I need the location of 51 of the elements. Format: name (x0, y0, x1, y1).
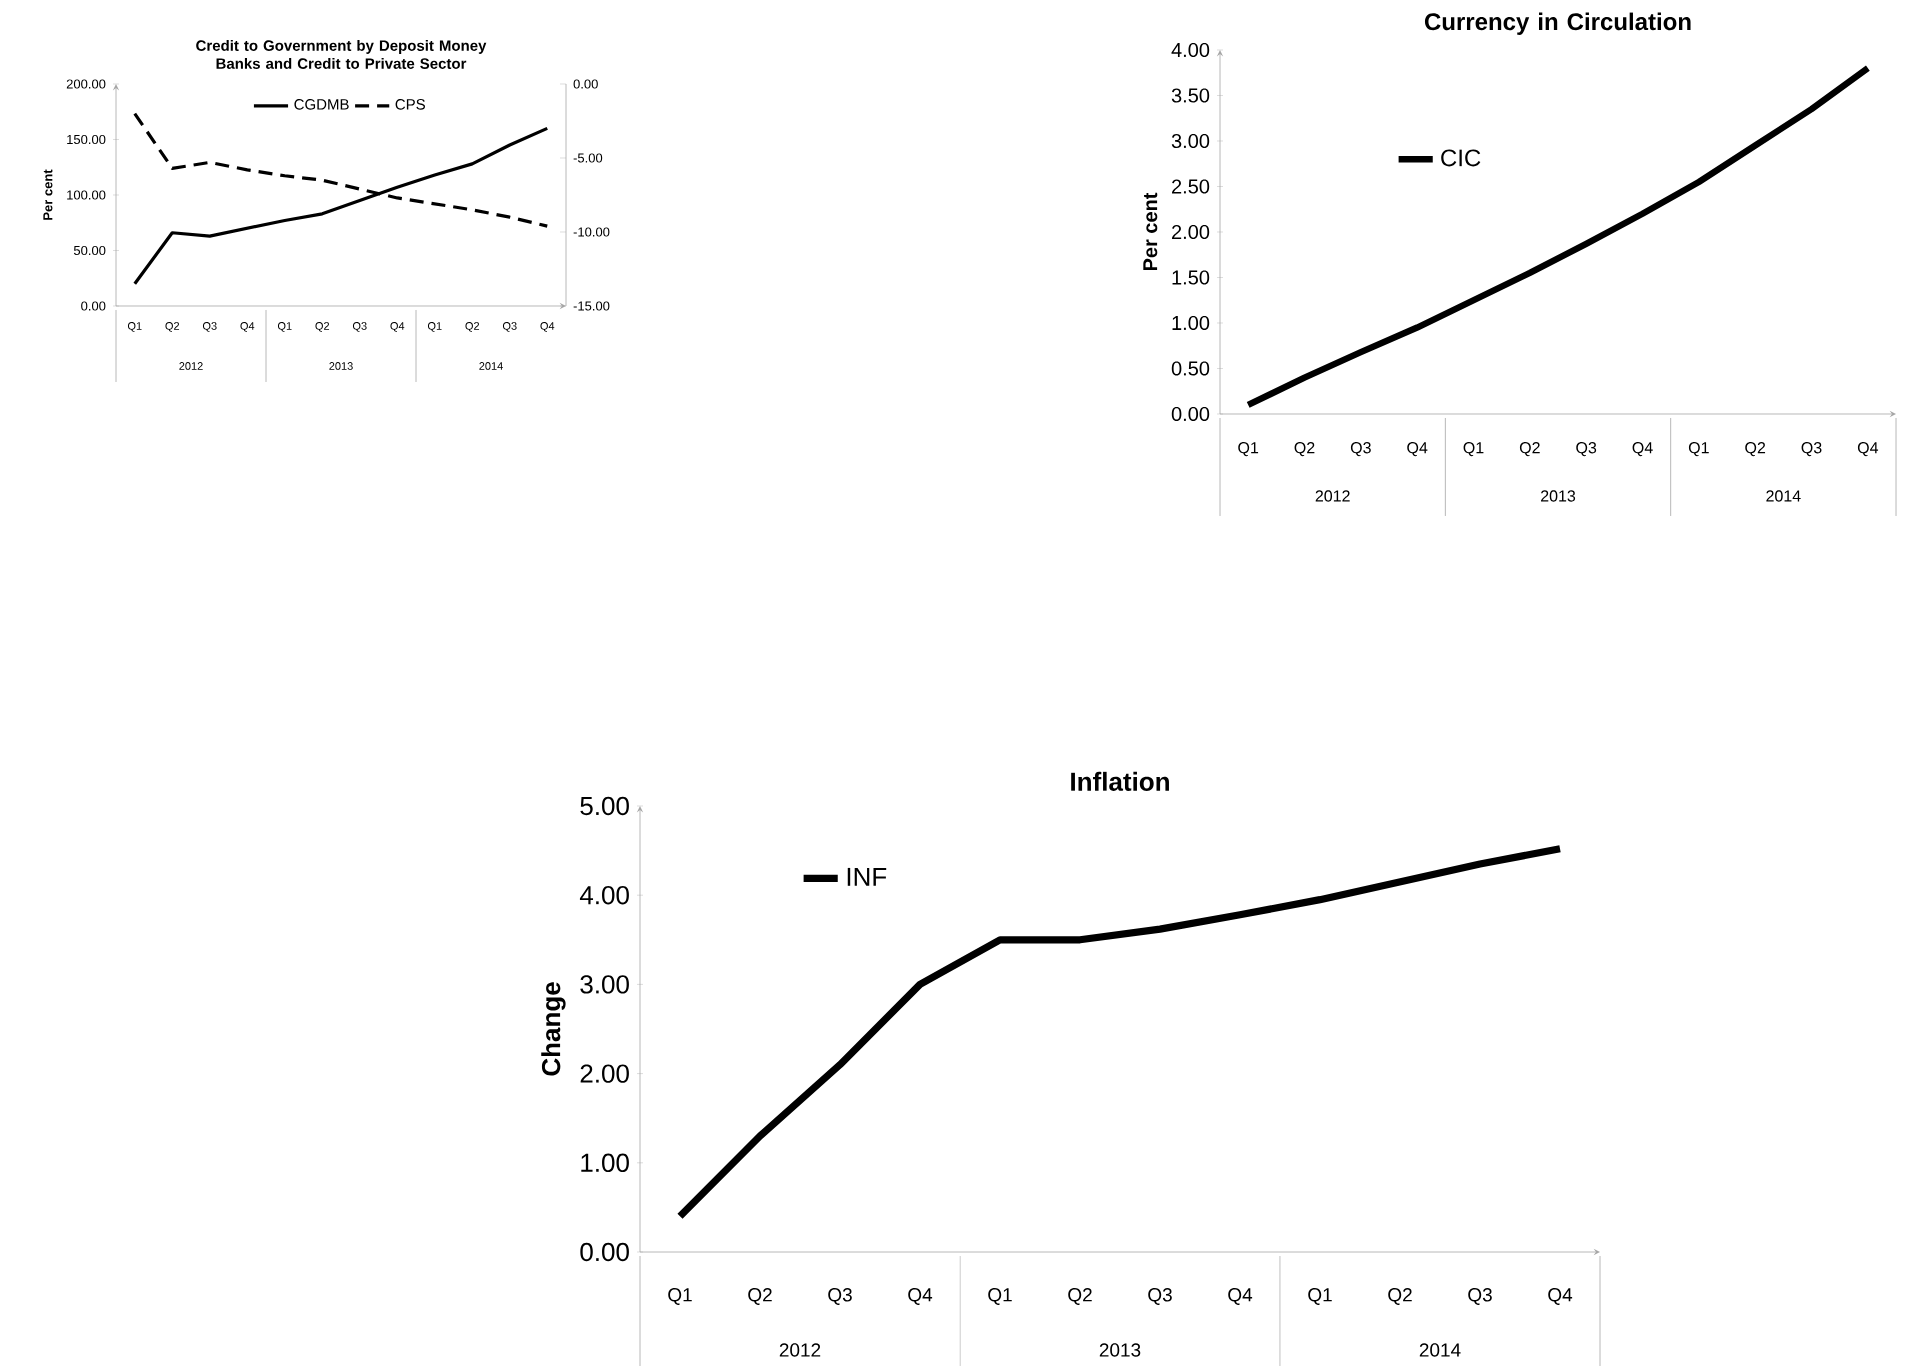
y-tick-label: 1.50 (1172, 270, 1210, 285)
text: 2013 (1099, 1343, 1141, 1357)
y-tick-label: 3.50 (1171, 88, 1210, 103)
text: 2014 (1766, 490, 1801, 502)
y-tick-label: 2.00 (580, 1064, 629, 1083)
x-tick-label: Q1 (1308, 1288, 1332, 1305)
x-tick-label: Q4 (1228, 1288, 1253, 1305)
legend-label: INF (847, 867, 887, 886)
x-tick-label: Q3 (1468, 1288, 1492, 1305)
chart-title: Inflation (1071, 771, 1169, 791)
chart-title: Currency in Circulation (1424, 12, 1691, 35)
text: 2014 (1419, 1343, 1461, 1357)
legend-label: CIC (1441, 149, 1481, 167)
x-tick-label: Q3 (1350, 442, 1371, 457)
y-tick-label: 1.00 (1172, 315, 1210, 331)
y-tick-label: 0.00 (1171, 406, 1210, 422)
y-tick-label: 0.00 (580, 1242, 629, 1262)
x-tick-label: Q4 (908, 1288, 933, 1305)
y-tick-label: 4.00 (1171, 42, 1210, 58)
x-tick-label: Q3 (828, 1288, 852, 1305)
y-axis-title: Change (541, 982, 566, 1076)
x-tick-label: Q1 (1688, 442, 1709, 457)
y-tick-label: 3.00 (1171, 133, 1210, 149)
y-tick-label: 2.00 (1172, 224, 1210, 240)
text: 2013 (1541, 490, 1576, 502)
y-tick-label: 0.50 (1171, 361, 1210, 376)
x-tick-label: Q2 (748, 1288, 772, 1305)
text: 2012 (779, 1343, 821, 1357)
x-tick-label: Q2 (1745, 442, 1766, 457)
y-tick-label: 3.00 (580, 975, 629, 994)
x-tick-label: Q2 (1294, 442, 1315, 457)
x-tick-label: Q4 (1407, 442, 1428, 457)
y-tick-label: 4.00 (579, 885, 629, 905)
x-tick-label: Q4 (1857, 442, 1879, 457)
x-tick-label: Q2 (1068, 1288, 1092, 1305)
text: 2012 (1315, 490, 1350, 502)
x-tick-label: Q1 (668, 1288, 692, 1305)
x-tick-label: Q3 (1148, 1288, 1172, 1305)
y-tick-label: 5.00 (580, 796, 629, 816)
x-tick-label: Q1 (1238, 442, 1259, 457)
x-tick-label: Q2 (1519, 442, 1540, 457)
x-tick-label: Q3 (1576, 442, 1597, 457)
y-tick-label: 1.00 (581, 1153, 629, 1172)
y-tick-label: 2.50 (1172, 179, 1210, 194)
x-tick-label: Q1 (988, 1288, 1012, 1305)
x-tick-label: Q3 (1801, 442, 1822, 457)
x-tick-label: Q1 (1463, 442, 1484, 457)
x-tick-label: Q4 (1548, 1288, 1573, 1305)
y-axis-title: Per cent (1143, 192, 1158, 271)
x-tick-label: Q4 (1632, 442, 1653, 457)
x-tick-label: Q2 (1388, 1288, 1412, 1305)
